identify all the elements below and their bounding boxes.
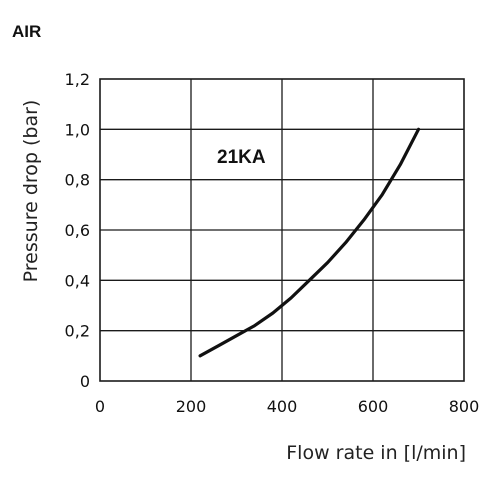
y-tick-label-0: 0	[80, 372, 90, 391]
x-axis-ticks: 0 200 400 600 800	[95, 397, 479, 416]
y-tick-label-4: 0,8	[65, 171, 90, 190]
y-tick-label-1: 0,2	[65, 322, 90, 341]
x-tick-label-1: 200	[176, 397, 207, 416]
series-line-21ka	[198, 127, 421, 358]
x-tick-label-4: 800	[449, 397, 480, 416]
x-axis-title: Flow rate in [l/min]	[286, 442, 466, 464]
y-axis-title: Pressure drop (bar)	[20, 100, 42, 283]
x-tick-label-2: 400	[267, 397, 298, 416]
x-tick-label-3: 600	[358, 397, 389, 416]
y-tick-label-6: 1,2	[65, 70, 90, 89]
y-tick-label-2: 0,4	[65, 271, 90, 290]
plot-frame	[99, 78, 465, 382]
grid	[100, 79, 464, 381]
y-tick-label-3: 0,6	[65, 221, 90, 240]
chart-title: AIR	[12, 22, 41, 41]
x-tick-label-0: 0	[95, 397, 105, 416]
y-axis-ticks: 0 0,2 0,4 0,6 0,8 1,0 1,2	[65, 70, 90, 391]
series-label-21ka: 21KA	[217, 147, 266, 168]
y-tick-label-5: 1,0	[65, 120, 90, 139]
